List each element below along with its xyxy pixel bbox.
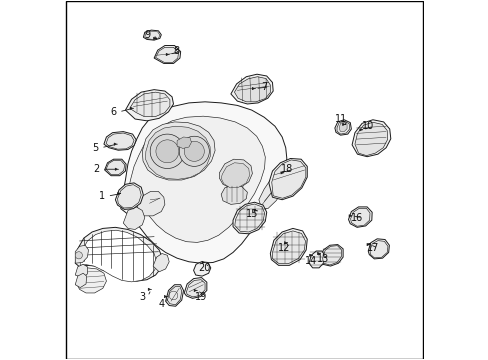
Polygon shape [258, 170, 287, 209]
Polygon shape [165, 285, 183, 306]
Polygon shape [104, 132, 136, 150]
Polygon shape [155, 47, 178, 62]
Text: 2: 2 [93, 164, 100, 174]
Polygon shape [75, 227, 163, 281]
Text: 11: 11 [334, 114, 347, 124]
Polygon shape [154, 45, 180, 63]
Polygon shape [143, 30, 161, 40]
Text: 13: 13 [317, 254, 329, 264]
Polygon shape [186, 280, 204, 297]
Polygon shape [233, 202, 266, 234]
Polygon shape [272, 231, 305, 264]
Text: 5: 5 [92, 143, 99, 153]
Polygon shape [78, 268, 106, 293]
Polygon shape [121, 102, 286, 263]
Circle shape [75, 252, 82, 259]
Polygon shape [339, 122, 346, 132]
Text: 18: 18 [281, 164, 293, 174]
Polygon shape [123, 207, 144, 229]
Polygon shape [308, 251, 324, 268]
Polygon shape [167, 287, 182, 305]
Polygon shape [271, 160, 305, 198]
Polygon shape [115, 183, 143, 210]
Polygon shape [268, 158, 306, 200]
Polygon shape [351, 120, 390, 157]
Text: 3: 3 [139, 292, 145, 302]
Polygon shape [322, 246, 341, 265]
Polygon shape [125, 90, 173, 121]
Polygon shape [221, 163, 249, 188]
Polygon shape [234, 77, 270, 102]
Polygon shape [153, 253, 169, 272]
Polygon shape [348, 207, 371, 227]
Polygon shape [137, 192, 164, 216]
Polygon shape [336, 121, 349, 134]
Polygon shape [350, 208, 369, 226]
Polygon shape [367, 239, 388, 259]
Text: 1: 1 [99, 191, 105, 201]
Polygon shape [75, 245, 88, 263]
Text: 9: 9 [144, 30, 150, 40]
Polygon shape [106, 133, 134, 149]
Text: 16: 16 [350, 213, 363, 222]
Polygon shape [221, 185, 247, 204]
Polygon shape [129, 92, 169, 117]
Polygon shape [126, 116, 265, 242]
Text: 10: 10 [361, 121, 374, 131]
Polygon shape [193, 262, 210, 276]
Polygon shape [320, 244, 343, 266]
Circle shape [179, 136, 209, 166]
Circle shape [156, 140, 179, 163]
Polygon shape [104, 159, 126, 176]
Polygon shape [142, 122, 215, 180]
Polygon shape [80, 230, 156, 282]
Polygon shape [117, 185, 141, 208]
Polygon shape [75, 273, 86, 288]
Circle shape [184, 141, 204, 161]
Text: 4: 4 [158, 299, 164, 309]
Text: 12: 12 [277, 243, 289, 253]
Polygon shape [144, 31, 160, 40]
Text: 19: 19 [195, 292, 207, 302]
Text: 17: 17 [366, 243, 378, 253]
Text: 8: 8 [173, 46, 179, 56]
Polygon shape [354, 122, 387, 156]
Text: 20: 20 [197, 263, 210, 273]
Polygon shape [106, 160, 124, 175]
Polygon shape [75, 264, 87, 278]
Polygon shape [270, 228, 306, 265]
Text: 15: 15 [245, 209, 257, 219]
Polygon shape [177, 137, 191, 148]
Polygon shape [369, 240, 387, 258]
Circle shape [150, 134, 184, 168]
Text: 14: 14 [304, 256, 316, 266]
Polygon shape [145, 126, 210, 179]
Text: 6: 6 [110, 107, 117, 117]
Polygon shape [219, 159, 252, 188]
Polygon shape [334, 120, 351, 135]
Polygon shape [230, 74, 273, 104]
Polygon shape [234, 204, 264, 232]
Polygon shape [184, 278, 206, 298]
Text: 7: 7 [261, 82, 267, 92]
